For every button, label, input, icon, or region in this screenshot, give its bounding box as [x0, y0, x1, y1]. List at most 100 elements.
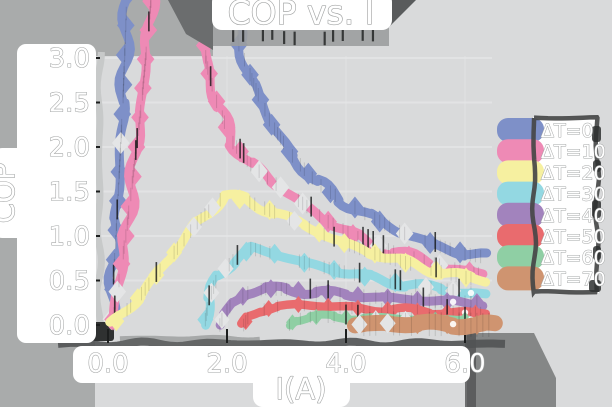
chart-title: COP vs. I	[228, 0, 375, 32]
y-tick-label: 0.5	[49, 267, 90, 297]
title-under-band	[213, 25, 389, 46]
diamond-marker	[370, 210, 389, 233]
diamond-marker	[299, 162, 318, 185]
x-tick-label: 4.0	[325, 349, 366, 379]
diamond-marker	[468, 314, 485, 335]
corner-glitch-column	[465, 330, 476, 407]
diamond-marker	[344, 224, 362, 247]
y-axis-label: COP	[0, 163, 21, 224]
diamond-marker	[266, 243, 283, 264]
series-dtdtdt70	[347, 311, 503, 337]
legend-swatch	[497, 139, 544, 164]
diamond-marker	[286, 210, 303, 231]
diamond-marker	[203, 282, 220, 303]
x-tick-label: 6.0	[444, 349, 485, 379]
diamond-marker	[124, 165, 142, 188]
legend-label: ΔT=10	[541, 141, 606, 163]
diamond-marker	[409, 314, 426, 335]
series-dtdtdt50	[237, 296, 491, 332]
diamond-marker	[410, 302, 425, 320]
legend-border-blob	[593, 160, 601, 172]
diamond-marker	[235, 286, 251, 306]
title-right-blob	[389, 0, 416, 27]
diamond-marker	[120, 195, 139, 218]
diamond-marker	[409, 290, 425, 310]
diamond-marker	[111, 131, 130, 154]
diamond-marker	[134, 77, 152, 100]
diamond-marker	[451, 241, 469, 264]
diamond-marker	[251, 88, 270, 111]
diamond-marker	[136, 48, 155, 71]
diamond-marker	[112, 252, 131, 275]
diamond-marker	[439, 314, 456, 335]
x-tick-label: 0.0	[87, 349, 128, 379]
diamond-marker	[241, 63, 259, 86]
diamond-marker	[185, 216, 202, 237]
diamond-marker	[117, 225, 135, 247]
title-glitch-dashes	[232, 29, 375, 46]
diamond-marker	[238, 241, 255, 262]
diamond-marker	[131, 106, 149, 129]
diamond-marker	[321, 181, 340, 204]
x-ticklabel-panel	[73, 346, 470, 383]
diamond-marker	[356, 266, 373, 287]
diamond-marker	[293, 192, 312, 215]
legend-label: ΔT=20	[541, 162, 606, 184]
diamond-marker	[395, 222, 414, 245]
legend-swatch	[497, 266, 544, 291]
diamond-marker	[117, 14, 135, 37]
legend-panel	[533, 117, 599, 293]
diamond-marker	[319, 210, 337, 233]
y-tick-label: 2.0	[49, 133, 90, 163]
legend-label: ΔT=0	[541, 120, 594, 142]
legend-label: ΔT=30	[541, 184, 606, 206]
diamond-marker	[379, 313, 396, 334]
diamond-marker	[231, 189, 248, 210]
diamond-marker	[261, 300, 276, 318]
series-dtdtdt40	[214, 278, 488, 332]
diamond-marker	[110, 160, 129, 183]
diamond-marker	[469, 293, 485, 313]
diamond-marker	[108, 280, 127, 303]
y-ticklabel-panel	[17, 44, 96, 343]
x-axis-label: I(A)	[275, 372, 326, 406]
diamond-marker	[350, 286, 366, 306]
diamond-marker	[346, 196, 364, 219]
diamond-marker	[207, 90, 226, 113]
diamond-marker	[142, 0, 160, 13]
diamond-marker	[204, 197, 221, 218]
diamond-marker	[321, 297, 335, 315]
diamond-marker	[286, 314, 299, 331]
diamond-marker	[290, 280, 306, 300]
diamond-marker	[397, 252, 414, 273]
bottom-spine	[57, 337, 506, 351]
legend-border-blob	[593, 246, 601, 260]
series-dtdtdt20	[105, 189, 491, 332]
diamond-marker	[115, 44, 134, 67]
left-spine	[93, 51, 105, 341]
legend-swatch	[497, 202, 544, 227]
diamond-marker	[296, 252, 313, 273]
title-panel	[212, 0, 392, 30]
diamond-marker	[108, 311, 125, 332]
x-tick-label: 2.0	[206, 349, 247, 379]
diamond-marker	[326, 259, 343, 280]
legend-swatch	[497, 224, 544, 248]
diamond-marker	[217, 258, 234, 279]
y-tick-label: 3.0	[49, 44, 90, 74]
diamond-marker	[250, 160, 268, 183]
diamond-marker	[114, 73, 133, 96]
legend-label: ΔT=70	[541, 268, 606, 290]
legend-label: ΔT=50	[541, 226, 606, 248]
diamond-marker	[457, 267, 474, 288]
tick-labels-layer: 0.0 2.0 4.0 6.0 0.0 0.5 1.0 1.5 2.0 2.5 3.0	[48, 43, 486, 379]
xlabel-panel	[253, 369, 350, 407]
diamond-marker	[380, 288, 396, 308]
diamond-marker	[262, 113, 281, 136]
diamond-marker	[113, 103, 132, 126]
corner-blob	[467, 333, 556, 407]
end-dot-marker	[449, 298, 457, 306]
diamond-marker	[121, 0, 133, 7]
legend-swatch	[497, 118, 544, 142]
diamond-marker	[263, 279, 279, 299]
